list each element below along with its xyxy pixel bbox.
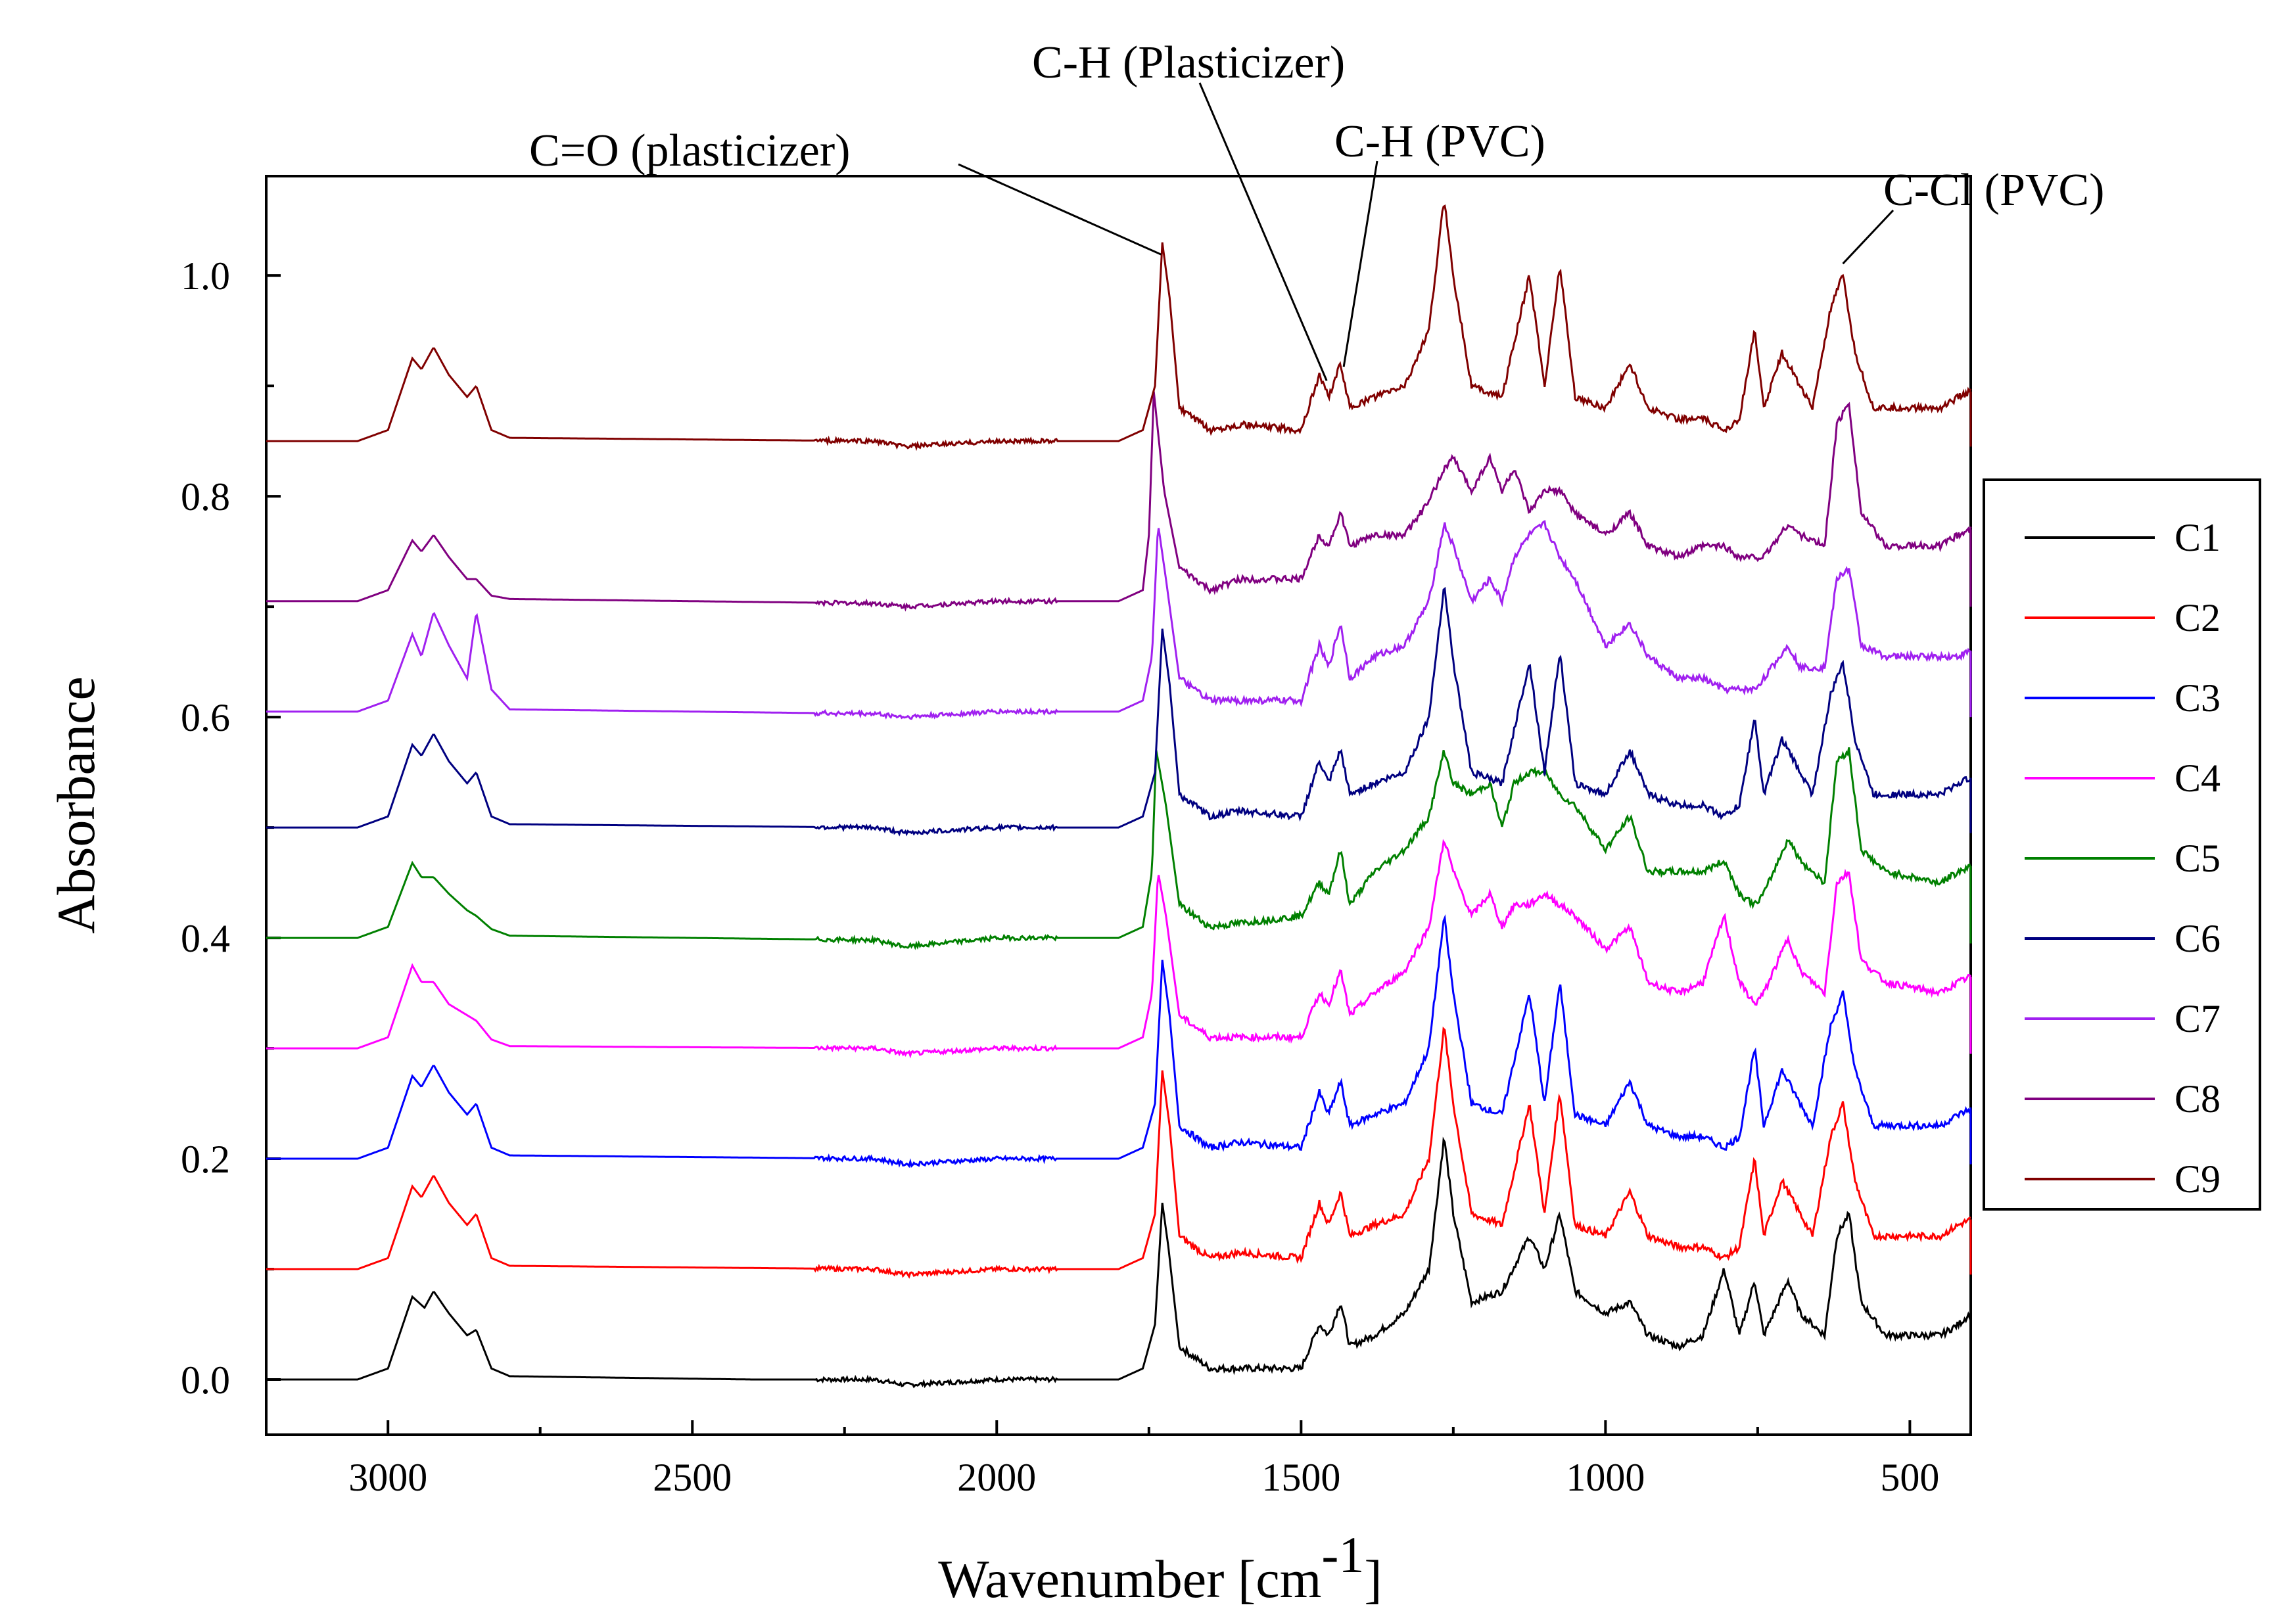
annotation-co-plasticizer: C=O (plasticizer)	[529, 126, 850, 176]
legend-label-c2: C2	[2175, 596, 2221, 639]
series-line-c7	[266, 520, 1971, 720]
y-tick-label: 0.8	[181, 475, 230, 519]
annotation-ccl-pvc: C-Cl (PVC)	[1883, 165, 2104, 216]
x-tick-label: 2500	[653, 1456, 732, 1499]
annotation-leader-line	[1842, 209, 1894, 265]
series-line-c4	[266, 839, 1972, 1059]
legend-label-c7: C7	[2175, 997, 2221, 1040]
legend-label-c8: C8	[2175, 1077, 2221, 1121]
y-axis-title: Absorbance	[46, 676, 106, 934]
legend: C1 C2 C3 C4 C5 C6 C7 C8 C9	[1983, 478, 2261, 1211]
legend-label-c6: C6	[2175, 917, 2221, 960]
series-line-c9	[266, 204, 1972, 452]
x-tick-label: 1500	[1261, 1456, 1340, 1499]
annotation-ch-plasticizer: C-H (Plasticizer)	[1032, 37, 1345, 88]
series-line-c8	[266, 391, 1972, 612]
y-tick-label: 0.4	[181, 917, 230, 960]
legend-label-c9: C9	[2175, 1157, 2221, 1201]
x-tick-label: 500	[1880, 1456, 1939, 1499]
legend-label-c5: C5	[2175, 837, 2221, 880]
y-tick-label: 0.0	[181, 1358, 230, 1402]
x-axis-title-main: Wavenumber [cm	[938, 1549, 1321, 1609]
x-axis-title-close: ]	[1364, 1549, 1382, 1609]
legend-label-c3: C3	[2175, 676, 2221, 720]
annotation-leader-line	[1342, 160, 1378, 367]
legend-label-c1: C1	[2175, 516, 2221, 559]
series-line-c1	[266, 1136, 1972, 1389]
y-axis: 0.0 0.2 0.4 0.6 0.8 1.0	[181, 254, 281, 1402]
series-line-c6	[266, 586, 1972, 837]
annotation-leader-line	[958, 163, 1162, 256]
legend-label-c4: C4	[2175, 756, 2221, 800]
series-lines	[266, 204, 1972, 1389]
x-tick-label: 2000	[957, 1456, 1036, 1499]
x-tick-label: 3000	[348, 1456, 427, 1499]
annotation-ch-pvc: C-H (PVC)	[1334, 116, 1545, 167]
series-line-c5	[266, 747, 1972, 950]
series-line-c2	[266, 1027, 1971, 1279]
x-axis-title: Wavenumber [cm-1]	[938, 1526, 1382, 1609]
legend-box	[1983, 478, 2261, 1211]
y-tick-label: 1.0	[181, 254, 230, 298]
plot-frame	[265, 175, 1972, 1436]
x-tick-label: 1000	[1566, 1456, 1645, 1499]
y-tick-label: 0.6	[181, 696, 230, 739]
series-line-c3	[266, 914, 1972, 1169]
x-axis-title-superscript: -1	[1321, 1526, 1364, 1583]
x-axis: 3000 2500 2000 1500 1000 500	[348, 1420, 1939, 1499]
annotation-leader-line	[1198, 82, 1328, 381]
annotations: C=O (plasticizer) C-H (Plasticizer) C-H …	[529, 37, 2104, 381]
y-tick-label: 0.2	[181, 1138, 230, 1181]
